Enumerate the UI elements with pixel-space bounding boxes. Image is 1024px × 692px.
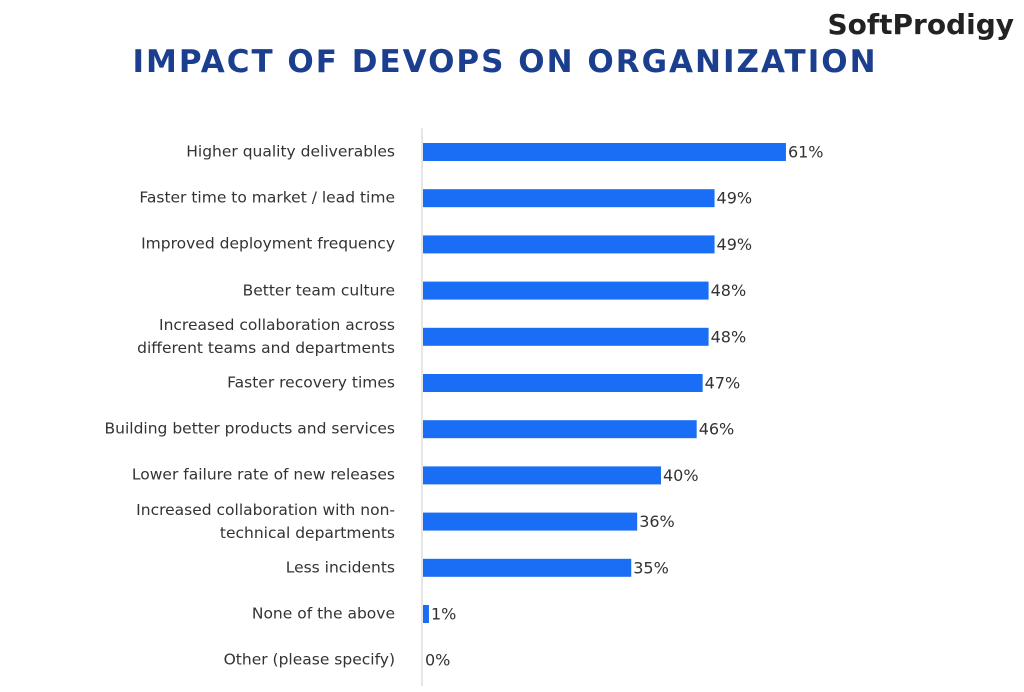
value-label: 0% bbox=[425, 651, 450, 670]
bar bbox=[423, 558, 632, 577]
category-label: Better team culture bbox=[242, 281, 395, 300]
category-label: Lower failure rate of new releases bbox=[131, 465, 395, 484]
bar bbox=[423, 466, 661, 485]
value-label: 35% bbox=[633, 558, 669, 577]
category-label: Improved deployment frequency bbox=[141, 234, 395, 253]
category-label: Increased collaboration across different… bbox=[137, 315, 395, 357]
value-label: 46% bbox=[699, 420, 735, 439]
category-label: Building better products and services bbox=[104, 419, 395, 438]
category-label: Increased collaboration with non-technic… bbox=[136, 500, 395, 542]
value-label: 48% bbox=[711, 327, 747, 346]
bar bbox=[423, 420, 697, 439]
bar bbox=[423, 189, 715, 208]
value-label: 40% bbox=[663, 466, 699, 485]
value-label: 49% bbox=[717, 235, 753, 254]
category-label: Higher quality deliverables bbox=[186, 142, 395, 161]
bar bbox=[423, 512, 638, 531]
value-label: 36% bbox=[639, 512, 675, 531]
category-label: Faster recovery times bbox=[227, 373, 395, 392]
bar bbox=[423, 374, 703, 392]
chart-title: IMPACT OF DEVOPS ON ORGANIZATION bbox=[132, 44, 878, 80]
category-label: Other (please specify) bbox=[223, 650, 395, 669]
brand-logo: SoftProdigy bbox=[827, 8, 1014, 41]
bar bbox=[423, 235, 715, 254]
bar bbox=[423, 327, 709, 346]
value-label: 49% bbox=[717, 189, 753, 208]
bar bbox=[423, 605, 429, 623]
value-label: 47% bbox=[705, 374, 741, 393]
category-label: Faster time to market / lead time bbox=[139, 188, 395, 207]
category-label: None of the above bbox=[251, 604, 395, 623]
bar bbox=[423, 281, 709, 300]
category-label: Less incidents bbox=[285, 558, 395, 577]
value-label: 48% bbox=[711, 281, 747, 300]
value-label: 1% bbox=[431, 605, 456, 624]
value-label: 61% bbox=[788, 143, 824, 162]
bar bbox=[423, 143, 786, 161]
